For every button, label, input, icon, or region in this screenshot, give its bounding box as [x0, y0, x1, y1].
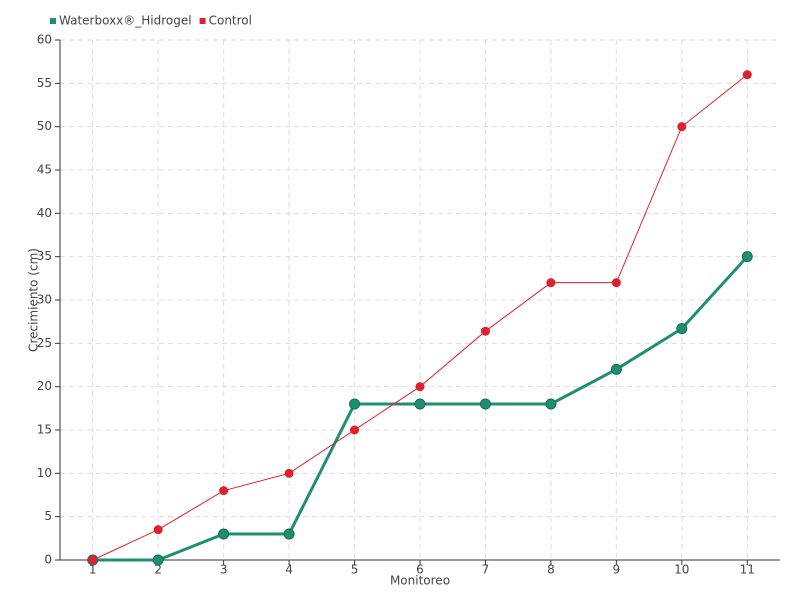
x-tick-label: 4 — [285, 563, 293, 577]
data-point — [350, 425, 360, 435]
data-point — [219, 486, 229, 496]
x-axis-label: Monitoreo — [390, 574, 450, 588]
data-point — [88, 555, 98, 565]
legend-label: Waterboxx®_Hidrogel — [59, 14, 192, 28]
data-point — [742, 70, 752, 80]
y-tick-label: 20 — [37, 379, 52, 393]
x-tick-label: 1 — [89, 563, 97, 577]
y-tick-label: 35 — [37, 249, 52, 263]
x-tick-label: 2 — [154, 563, 162, 577]
x-tick-label: 8 — [547, 563, 555, 577]
legend-label: Control — [209, 14, 252, 28]
data-point — [611, 278, 621, 288]
y-tick-label: 0 — [44, 553, 52, 567]
y-axis-label: Crecimiento (cm) — [27, 248, 41, 352]
legend-swatch — [50, 18, 56, 24]
data-point — [480, 326, 490, 336]
x-tick-label: 11 — [740, 563, 755, 577]
data-point — [152, 554, 164, 566]
x-tick-label: 9 — [613, 563, 621, 577]
y-tick-label: 10 — [37, 466, 52, 480]
data-point — [283, 528, 295, 540]
data-point — [414, 398, 426, 410]
y-tick-label: 15 — [37, 423, 52, 437]
legend-swatch — [199, 18, 206, 24]
y-tick-label: 60 — [37, 33, 52, 47]
y-tick-label: 40 — [37, 206, 52, 220]
x-tick-label: 10 — [674, 563, 689, 577]
y-tick-label: 55 — [37, 76, 52, 90]
data-point — [415, 382, 425, 392]
data-point — [349, 398, 361, 410]
y-tick-label: 30 — [37, 293, 52, 307]
y-tick-label: 50 — [37, 119, 52, 133]
y-tick-label: 5 — [44, 509, 52, 523]
data-point — [677, 122, 687, 132]
series-line — [92, 74, 748, 561]
data-point — [153, 525, 163, 535]
y-tick-label: 25 — [37, 336, 52, 350]
data-point — [741, 251, 753, 263]
data-point — [546, 278, 556, 288]
x-tick-label: 3 — [220, 563, 228, 577]
data-point — [284, 468, 294, 478]
x-tick-label: 7 — [482, 563, 490, 577]
data-point — [218, 528, 230, 540]
data-point — [676, 323, 688, 335]
y-tick-label: 45 — [37, 163, 52, 177]
data-point — [610, 363, 622, 375]
x-tick-label: 5 — [351, 563, 359, 577]
data-point — [545, 398, 557, 410]
data-point — [479, 398, 491, 410]
x-tick-label: 6 — [416, 563, 424, 577]
